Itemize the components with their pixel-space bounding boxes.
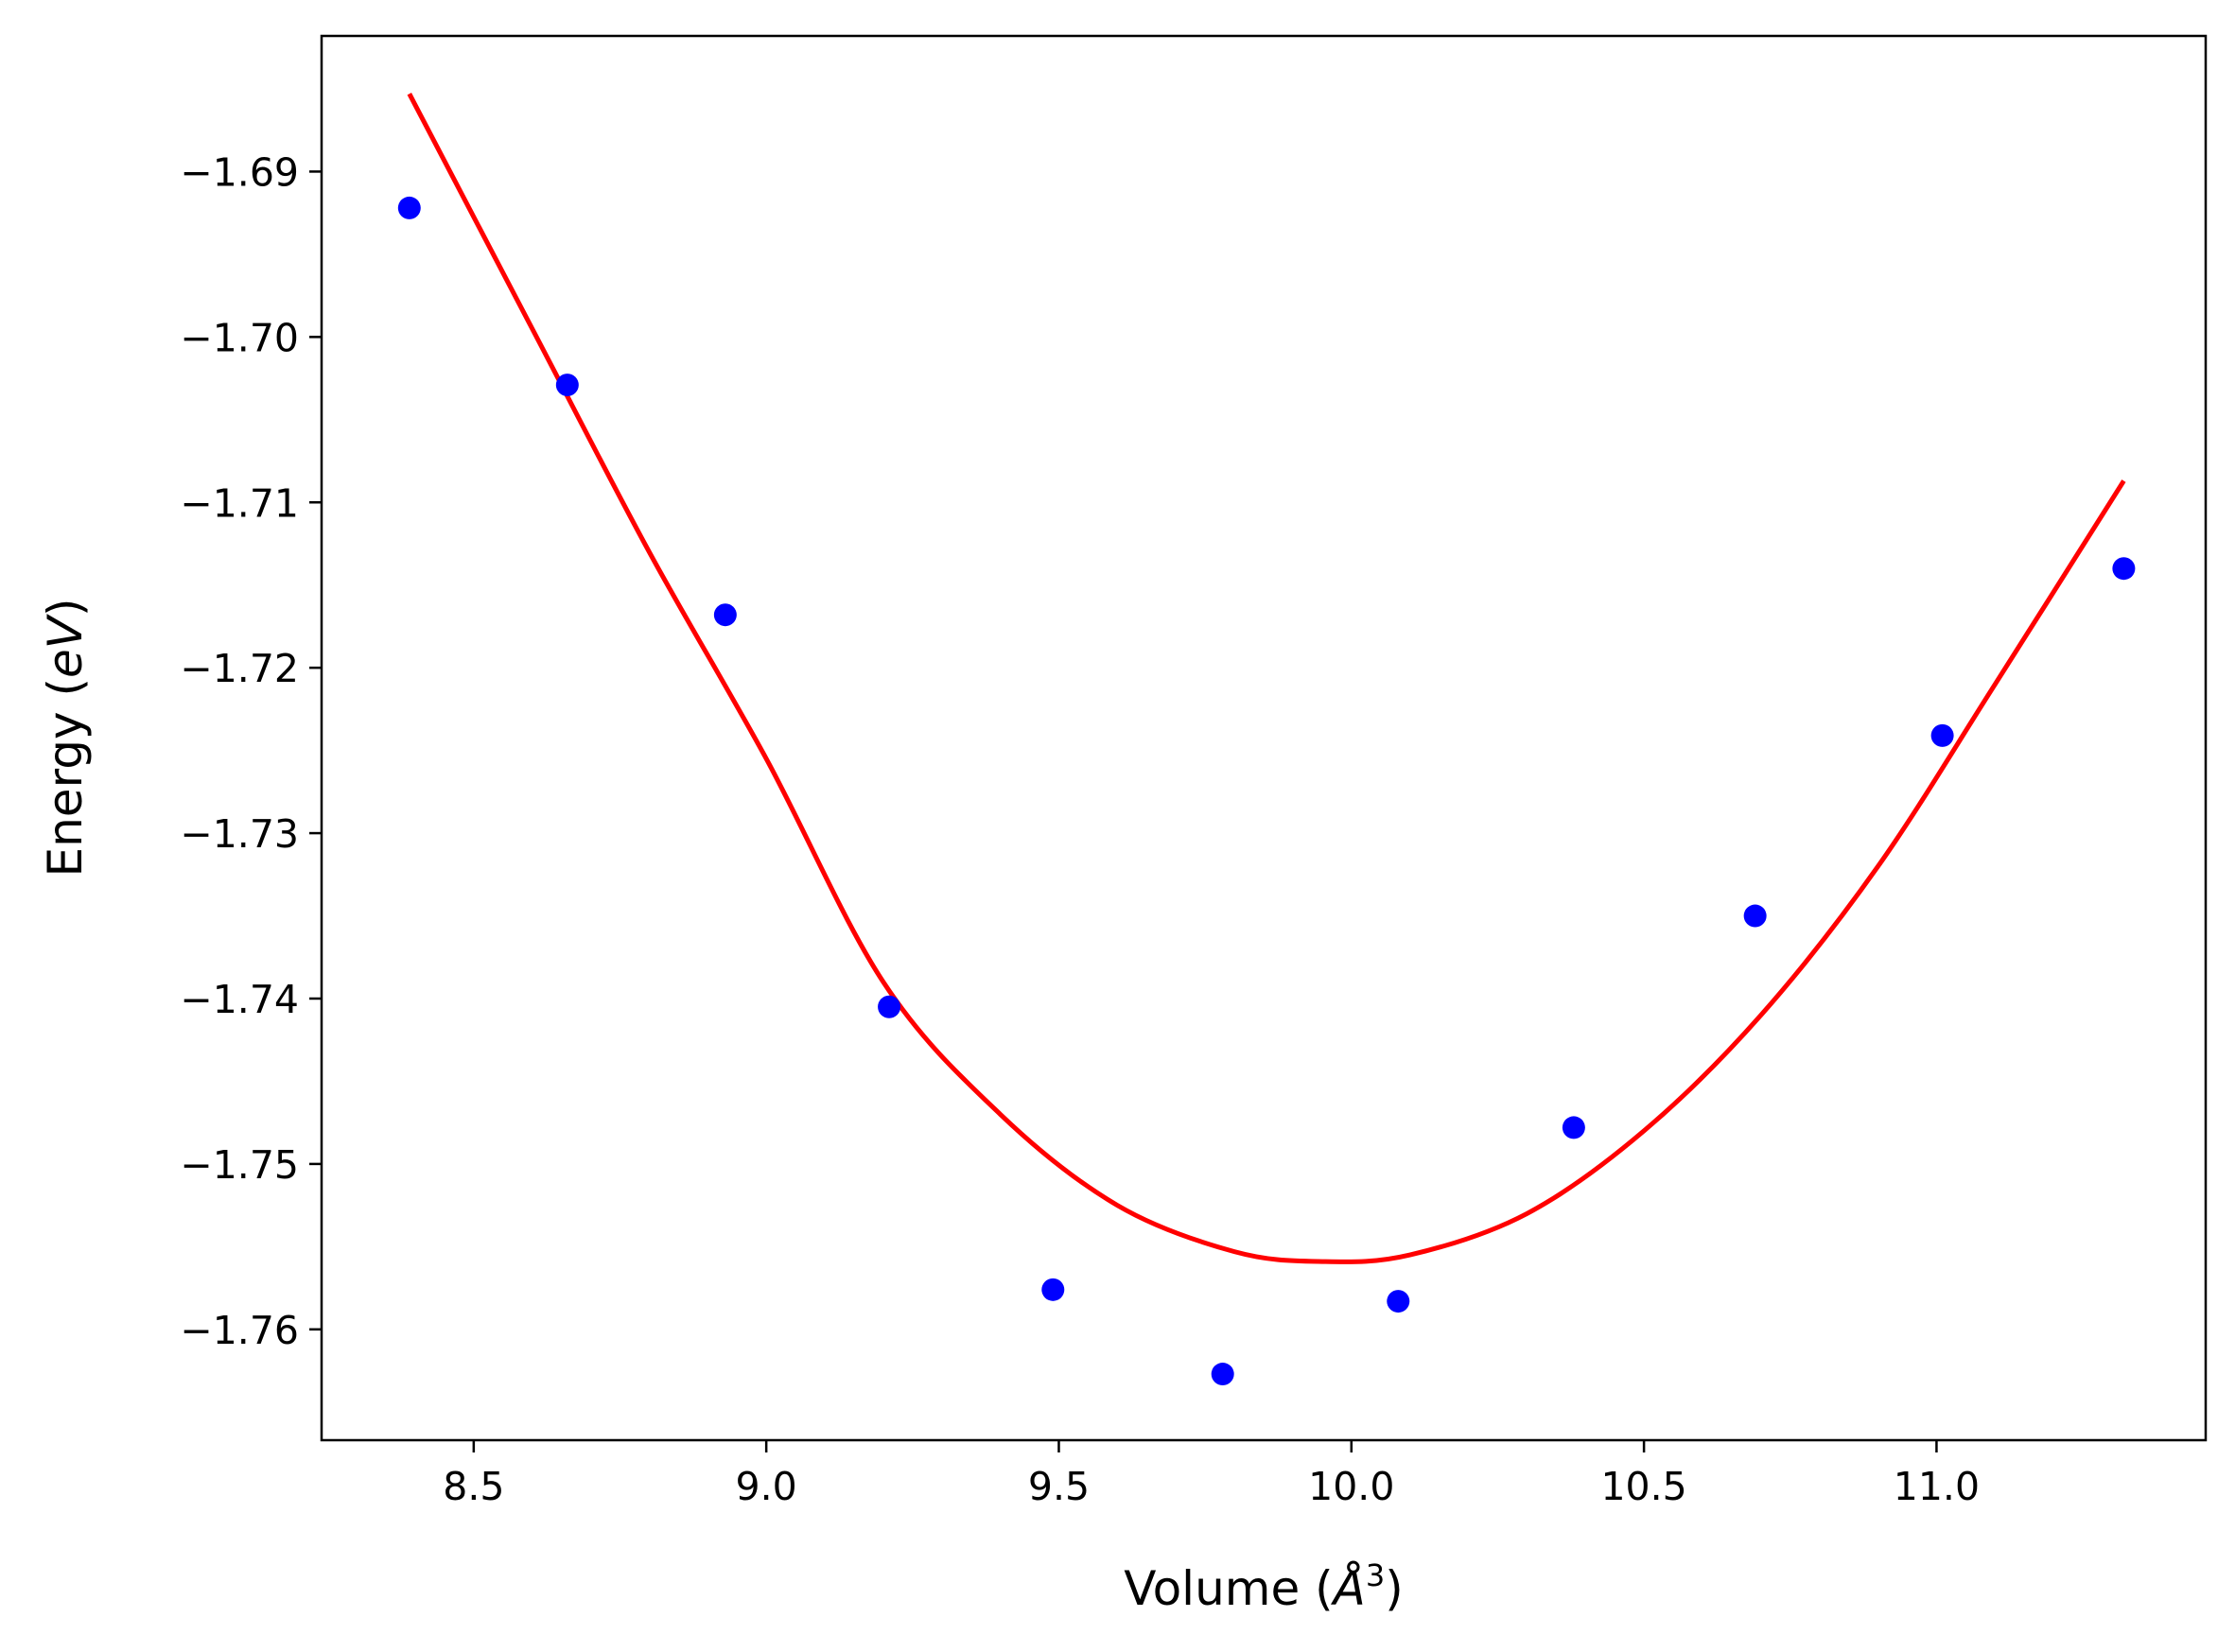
- y-tick-label: −1.72: [180, 646, 299, 691]
- data-point: [1387, 1290, 1410, 1313]
- x-tick-label: 9.5: [1028, 1464, 1090, 1509]
- x-axis-label: Volume (Å3): [1124, 1557, 1403, 1616]
- x-tick-label: 9.0: [736, 1464, 797, 1509]
- y-tick-label: −1.74: [180, 977, 299, 1022]
- y-tick-label: −1.73: [180, 811, 299, 857]
- data-point: [1562, 1116, 1585, 1139]
- x-tick-label: 10.0: [1308, 1464, 1394, 1509]
- y-tick-label: −1.70: [180, 315, 299, 360]
- x-tick-label: 11.0: [1894, 1464, 1980, 1509]
- data-point: [878, 995, 901, 1018]
- y-tick-label: −1.69: [180, 149, 299, 195]
- data-point: [1041, 1278, 1065, 1301]
- y-axis-ticks: −1.69 −1.70 −1.71 −1.72 −1.73 −1.74 −1.75 −1.76: [180, 149, 322, 1353]
- data-point: [1211, 1363, 1234, 1386]
- plot-frame: [320, 34, 2208, 1442]
- data-point: [1930, 723, 1954, 747]
- data-point: [713, 603, 737, 627]
- x-tick-label: 10.5: [1600, 1464, 1686, 1509]
- y-tick-label: −1.71: [180, 480, 299, 526]
- x-tick-label: 8.5: [443, 1464, 504, 1509]
- y-tick-label: −1.75: [180, 1142, 299, 1188]
- fit-curve: [407, 93, 2126, 1264]
- x-axis-ticks: 8.5 9.0 9.5 10.0 10.5 11.0: [443, 1440, 1980, 1509]
- y-tick-label: −1.76: [180, 1308, 299, 1353]
- data-point: [1743, 904, 1767, 928]
- data-point: [397, 196, 421, 219]
- data-point: [2112, 557, 2136, 581]
- plot-marks: [397, 93, 2136, 1386]
- y-axis-label: Energy (eV): [38, 599, 93, 878]
- data-point: [555, 374, 579, 397]
